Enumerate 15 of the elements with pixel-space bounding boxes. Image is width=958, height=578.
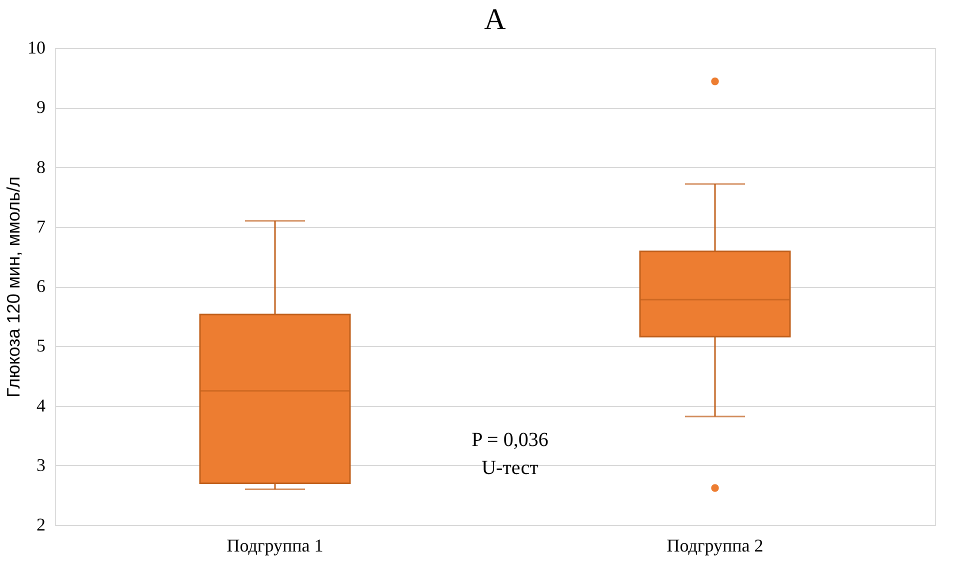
y-tick-label: 6 bbox=[36, 276, 46, 296]
x-tick-label: Подгруппа 1 bbox=[226, 536, 324, 556]
annotation: P = 0,036 bbox=[472, 429, 548, 451]
y-axis-title: Глюкоза 120 мин, ммоль/л bbox=[4, 176, 24, 398]
y-tick-label: 4 bbox=[36, 395, 46, 416]
y-tick-label: 10 bbox=[28, 38, 46, 58]
y-tick-label: 2 bbox=[36, 514, 46, 534]
y-tick-label: 5 bbox=[36, 336, 46, 356]
y-tick-label: 7 bbox=[36, 216, 46, 236]
y-tick-label: 8 bbox=[36, 156, 46, 177]
x-tick-label: Подгруппа 2 bbox=[666, 536, 764, 556]
y-tick-label: 3 bbox=[36, 454, 46, 475]
y-tick-label: 9 bbox=[36, 97, 46, 118]
annotation: U-тест bbox=[482, 457, 539, 479]
chart-title: А bbox=[484, 3, 506, 36]
